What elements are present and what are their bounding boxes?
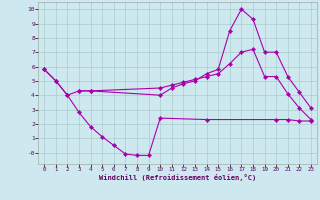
- X-axis label: Windchill (Refroidissement éolien,°C): Windchill (Refroidissement éolien,°C): [99, 174, 256, 181]
